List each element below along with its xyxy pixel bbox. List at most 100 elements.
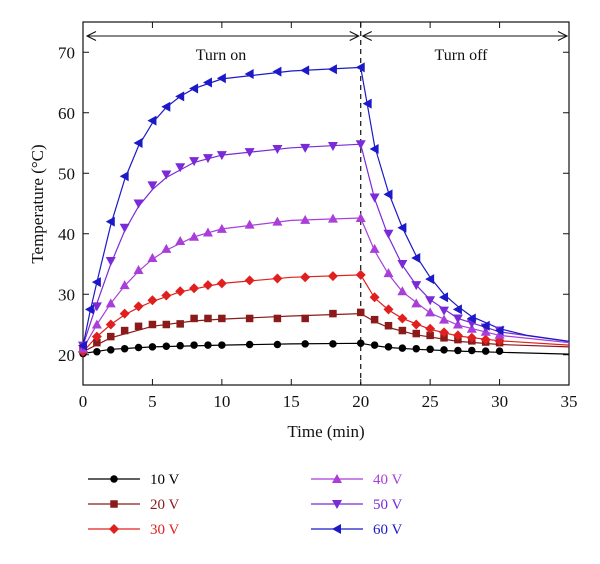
series-markers-10v bbox=[79, 339, 504, 358]
x-tick-label: 20 bbox=[352, 392, 369, 411]
data-point-20v bbox=[329, 309, 337, 318]
data-point-50v bbox=[327, 142, 338, 152]
turn-off-arrow-head-right bbox=[557, 31, 569, 41]
data-point-50v bbox=[189, 157, 200, 167]
data-point-20v bbox=[148, 320, 157, 329]
data-point-60v bbox=[105, 216, 115, 227]
data-point-60v bbox=[84, 304, 94, 315]
data-point-20v bbox=[204, 314, 212, 323]
data-point-60v bbox=[175, 91, 185, 102]
data-point-60v bbox=[327, 64, 337, 75]
x-axis-title: Time (min) bbox=[287, 422, 364, 441]
data-point-30v bbox=[439, 327, 450, 338]
data-point-20v bbox=[107, 332, 115, 341]
data-point-40v bbox=[300, 214, 311, 224]
data-point-50v bbox=[161, 170, 172, 180]
series-line-10v bbox=[82, 342, 570, 355]
data-point-60v bbox=[161, 101, 171, 112]
turn-on-label: Turn on bbox=[196, 47, 247, 64]
data-point-40v bbox=[161, 243, 172, 253]
data-point-60v bbox=[411, 252, 421, 263]
data-point-60v bbox=[91, 277, 101, 288]
data-point-20v bbox=[245, 314, 254, 323]
data-point-20v bbox=[440, 334, 448, 342]
data-point-10v bbox=[148, 343, 157, 351]
data-point-40v bbox=[327, 213, 338, 223]
data-point-40v bbox=[216, 223, 227, 233]
data-point-40v bbox=[189, 231, 200, 241]
data-point-20v bbox=[120, 326, 129, 335]
legend-label: 40 V bbox=[373, 472, 402, 488]
data-point-30v bbox=[147, 295, 158, 306]
data-point-30v bbox=[216, 278, 227, 289]
legend-item-50v: 50 V bbox=[311, 497, 402, 513]
data-point-40v bbox=[452, 319, 463, 329]
data-point-20v bbox=[190, 314, 198, 323]
data-point-50v bbox=[91, 302, 102, 312]
legend-label: 10 V bbox=[150, 472, 179, 488]
data-point-50v bbox=[133, 199, 144, 209]
data-point-10v bbox=[134, 343, 143, 352]
legend-marker bbox=[110, 500, 118, 508]
x-tick-label: 30 bbox=[491, 392, 508, 411]
data-point-40v bbox=[425, 307, 436, 317]
data-point-20v bbox=[176, 320, 184, 328]
data-point-60v bbox=[216, 73, 226, 84]
data-point-30v bbox=[105, 319, 116, 330]
legend-item-30v: 30 V bbox=[88, 522, 179, 538]
data-point-20v bbox=[398, 326, 407, 335]
data-point-60v bbox=[362, 98, 372, 109]
data-point-60v bbox=[244, 69, 254, 80]
data-point-10v bbox=[356, 339, 365, 348]
data-point-30v bbox=[202, 280, 213, 291]
data-point-10v bbox=[481, 347, 490, 355]
data-point-10v bbox=[245, 340, 254, 349]
x-tick-label: 0 bbox=[79, 392, 88, 411]
y-tick-label: 20 bbox=[58, 346, 75, 365]
data-point-30v bbox=[300, 272, 311, 283]
data-point-10v bbox=[468, 346, 476, 355]
data-point-50v bbox=[147, 181, 158, 191]
x-tick-label: 5 bbox=[148, 392, 157, 411]
legend-item-60v: 60 V bbox=[311, 522, 402, 538]
y-tick-label: 60 bbox=[58, 104, 75, 123]
data-point-60v bbox=[466, 313, 476, 324]
data-point-10v bbox=[93, 347, 101, 356]
series-markers-50v bbox=[78, 140, 505, 351]
data-point-50v bbox=[300, 143, 311, 153]
y-tick-label: 50 bbox=[58, 164, 75, 183]
data-point-60v bbox=[119, 171, 129, 182]
data-point-40v bbox=[355, 213, 366, 223]
data-point-20v bbox=[162, 320, 171, 329]
legend-item-40v: 40 V bbox=[311, 472, 402, 488]
turn-off-arrow bbox=[361, 31, 569, 41]
data-point-40v bbox=[411, 298, 422, 308]
series-line-50v bbox=[82, 143, 570, 346]
turn-off-arrow-head-left bbox=[361, 31, 372, 41]
data-point-30v bbox=[175, 286, 186, 297]
legend-item-10v: 10 V bbox=[88, 472, 179, 488]
data-point-60v bbox=[397, 222, 407, 233]
data-point-60v bbox=[425, 274, 435, 285]
y-tick-label: 30 bbox=[58, 285, 75, 304]
data-point-40v bbox=[244, 219, 255, 229]
data-point-20v bbox=[218, 314, 226, 323]
data-point-20v bbox=[301, 314, 309, 323]
data-point-50v bbox=[383, 229, 394, 239]
data-point-10v bbox=[398, 344, 407, 352]
legend-marker bbox=[332, 500, 342, 509]
data-point-50v bbox=[439, 306, 450, 316]
data-point-10v bbox=[190, 341, 198, 349]
data-point-30v bbox=[369, 292, 380, 303]
data-point-10v bbox=[454, 346, 462, 355]
data-point-10v bbox=[384, 343, 393, 351]
data-point-30v bbox=[133, 301, 144, 312]
data-point-40v bbox=[147, 252, 158, 262]
data-point-10v bbox=[329, 340, 337, 348]
data-point-30v bbox=[119, 308, 130, 319]
data-point-60v bbox=[383, 189, 393, 200]
data-point-40v bbox=[369, 243, 380, 253]
data-point-60v bbox=[147, 115, 157, 126]
data-point-40v bbox=[383, 268, 394, 278]
data-point-50v bbox=[272, 145, 283, 155]
